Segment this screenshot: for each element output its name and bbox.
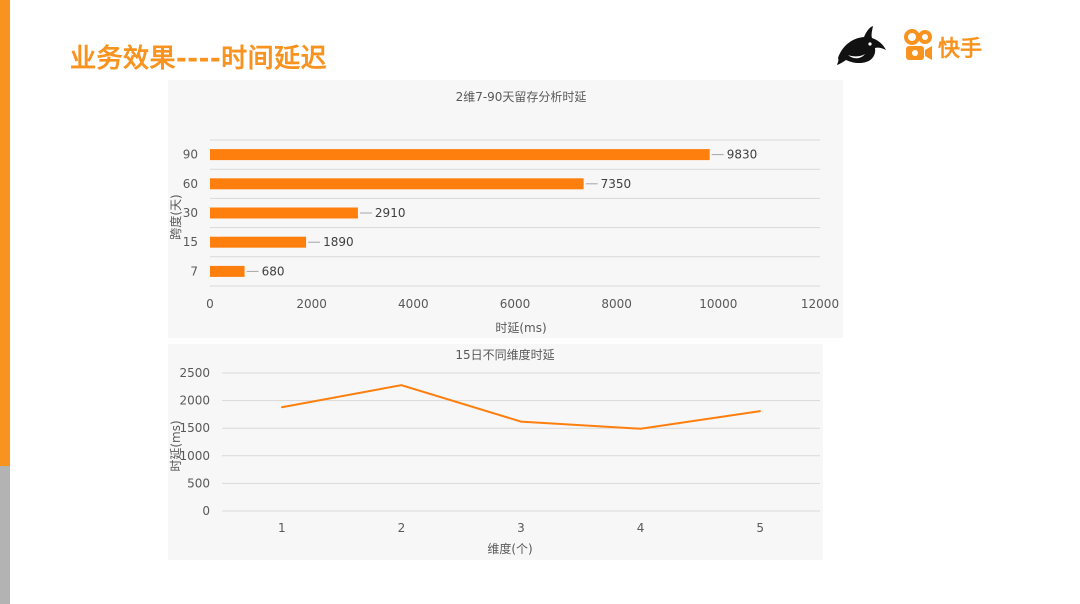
x-tick-label: 4 — [637, 521, 645, 535]
bar — [210, 207, 358, 219]
data-label: 7350 — [601, 177, 632, 191]
bar-chart-title: 2维7-90天留存分析时延 — [456, 90, 587, 104]
kuaishou-icon — [904, 29, 932, 60]
y-axis-label: 时延(ms) — [169, 420, 183, 471]
orca-icon — [837, 26, 886, 65]
bar — [210, 149, 710, 161]
data-label: 9830 — [727, 148, 758, 162]
data-point — [400, 384, 403, 386]
data-point — [520, 420, 522, 423]
y-axis-label: 跨度(天) — [168, 194, 183, 239]
x-tick-label: 0 — [206, 297, 214, 311]
latency-bar-chart: 2维7-90天留存分析时延 7 680 15 1890 30 2910 60 7350 90 983… — [168, 80, 843, 338]
y-tick-label: 15 — [183, 235, 198, 249]
y-tick-label: 500 — [187, 476, 210, 490]
data-label: 680 — [262, 264, 285, 278]
y-tick-label: 1500 — [179, 421, 210, 435]
data-label: 1890 — [323, 235, 354, 249]
y-tick-label: 7 — [190, 264, 198, 278]
y-tick-label: 30 — [183, 206, 198, 220]
x-tick-label: 2000 — [296, 297, 327, 311]
x-tick-label: 3 — [517, 521, 525, 535]
y-tick-label: 2000 — [179, 394, 210, 408]
y-tick-label: 60 — [183, 177, 198, 191]
x-tick-label: 6000 — [500, 297, 531, 311]
data-label: 2910 — [375, 206, 406, 220]
y-tick-label: 2500 — [179, 366, 210, 380]
x-tick-label: 12000 — [801, 297, 839, 311]
bar-chart-svg: 2维7-90天留存分析时延 7 680 15 1890 30 2910 60 7350 90 983… — [168, 90, 839, 335]
kuaishou-logo: 快手 — [904, 29, 994, 62]
x-axis-label: 维度(个) — [487, 541, 532, 556]
y-tick-label: 90 — [183, 148, 198, 162]
x-tick-label: 5 — [756, 521, 764, 535]
x-tick-label: 10000 — [699, 297, 737, 311]
data-point — [639, 427, 642, 430]
slide-title: 业务效果----时间延迟 — [70, 44, 328, 74]
x-tick-label: 1 — [278, 521, 286, 535]
line-chart-title: 15日不同维度时延 — [455, 347, 554, 362]
bar — [210, 265, 245, 277]
data-point — [759, 410, 761, 412]
x-tick-label: 2 — [398, 521, 406, 535]
bar — [210, 236, 307, 248]
kuaishou-logo-text: 快手 — [938, 37, 983, 62]
x-tick-label: 4000 — [398, 297, 429, 311]
x-tick-label: 8000 — [601, 297, 632, 311]
side-gray-bar — [0, 466, 10, 604]
latency-line-chart: 15日不同维度时延 0 500 1000 1500 2000 2500 1 2 3 4 5 维度(个) 时… — [168, 344, 823, 560]
data-point — [281, 406, 283, 409]
side-accent-bar — [0, 0, 10, 466]
bar — [210, 178, 584, 190]
line-chart-svg: 15日不同维度时延 0 500 1000 1500 2000 2500 1 2 3 4 5 维度(个) 时… — [169, 347, 820, 556]
y-tick-label: 0 — [202, 504, 210, 518]
x-axis-label: 时延(ms) — [495, 321, 546, 335]
y-tick-label: 1000 — [179, 449, 210, 463]
